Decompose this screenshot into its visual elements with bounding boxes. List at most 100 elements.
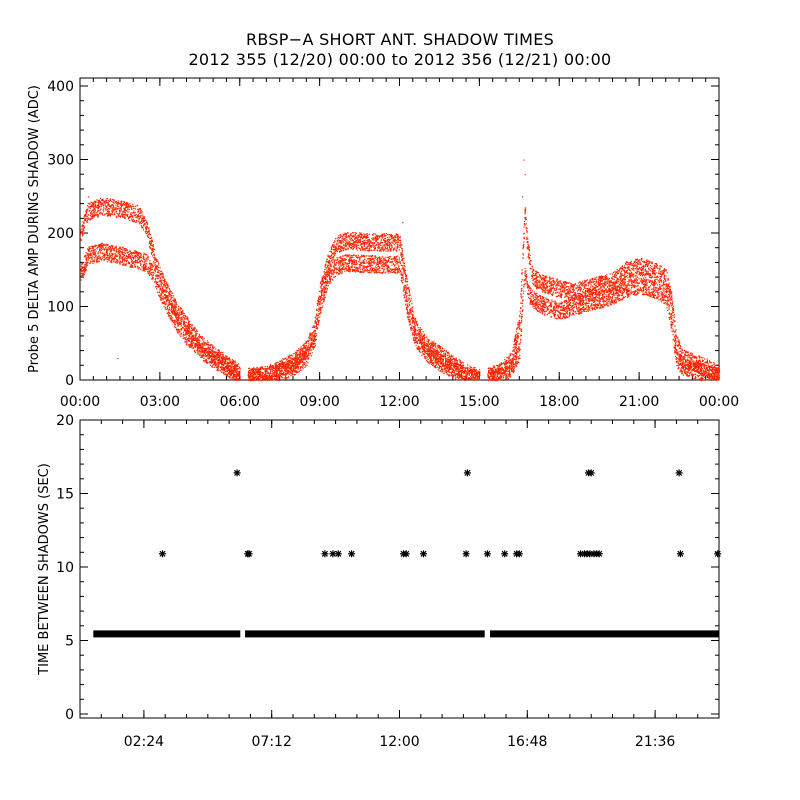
top-data-point	[196, 341, 198, 343]
top-data-point	[343, 241, 345, 243]
top-data-point	[83, 227, 85, 229]
top-data-point	[474, 367, 476, 369]
top-data-point	[209, 351, 211, 353]
top-data-point	[143, 217, 145, 219]
top-data-point	[100, 203, 102, 206]
top-data-point	[123, 208, 125, 210]
top-data-point	[377, 242, 379, 244]
top-data-point	[222, 360, 224, 362]
top-data-point	[186, 341, 188, 343]
top-data-point	[152, 264, 154, 266]
top-data-point	[477, 375, 479, 377]
top-data-point	[125, 263, 127, 266]
top-data-point	[311, 333, 313, 335]
top-y-axis-title: Probe 5 DELTA AMP DURING SHADOW (ADC)	[27, 85, 42, 373]
top-data-point	[122, 202, 125, 205]
top-data-point	[166, 307, 168, 309]
top-data-point	[185, 332, 187, 334]
top-data-point	[112, 207, 114, 209]
top-data-point	[390, 248, 392, 250]
top-data-point	[229, 377, 231, 379]
top-data-point	[379, 242, 381, 244]
top-data-point	[359, 239, 361, 241]
top-data-point	[111, 258, 113, 260]
top-data-point	[151, 276, 154, 278]
top-data-point	[389, 248, 391, 251]
top-data-point	[161, 283, 163, 285]
top-data-point	[170, 310, 172, 312]
top-data-point	[178, 312, 181, 314]
top-data-point	[123, 204, 125, 206]
top-data-point	[106, 215, 108, 217]
top-data-point	[404, 266, 406, 268]
top-data-point	[399, 237, 401, 239]
top-data-point	[100, 259, 103, 261]
top-data-point	[221, 351, 223, 353]
top-data-point	[185, 343, 188, 345]
top-data-point	[89, 254, 91, 256]
top-data-point	[348, 235, 350, 237]
top-data-point	[352, 245, 354, 247]
top-data-point	[178, 319, 180, 321]
top-data-point	[90, 206, 92, 208]
top-data-point	[133, 210, 135, 212]
top-data-point	[190, 332, 192, 334]
top-data-point	[135, 219, 138, 222]
top-data-point	[132, 212, 134, 214]
top-data-point	[163, 281, 165, 283]
top-data-point	[226, 364, 228, 366]
top-data-point	[155, 266, 157, 268]
top-data-point	[194, 351, 196, 353]
top-data-point	[155, 268, 157, 270]
top-data-point	[359, 232, 361, 234]
top-data-point	[238, 374, 240, 376]
top-data-point	[156, 285, 158, 287]
top-data-point	[213, 355, 215, 357]
top-data-point	[179, 319, 181, 321]
top-data-point	[106, 248, 108, 250]
top-data-point	[437, 344, 439, 346]
top-data-point	[347, 240, 349, 242]
top-data-point	[328, 267, 330, 269]
top-data-point	[397, 238, 399, 240]
top-data-point	[217, 362, 220, 364]
top-data-point	[135, 216, 137, 218]
top-data-point	[93, 260, 95, 262]
top-data-point	[124, 212, 126, 214]
top-data-point	[179, 334, 181, 336]
top-data-point	[196, 337, 198, 340]
top-ytick-label: 400	[47, 79, 74, 95]
top-data-point	[376, 235, 379, 237]
top-data-point	[336, 248, 338, 250]
top-data-point	[233, 366, 235, 368]
top-data-point	[311, 326, 313, 328]
top-data-point	[138, 262, 140, 264]
top-data-point	[409, 293, 411, 295]
top-data-point	[382, 247, 384, 249]
top-data-point	[295, 356, 297, 358]
top-data-point	[219, 369, 221, 371]
top-data-point	[128, 211, 130, 213]
top-data-point	[163, 285, 165, 287]
top-data-point	[261, 366, 263, 368]
top-data-point	[200, 337, 203, 339]
top-data-point	[175, 315, 177, 317]
top-data-point	[179, 322, 181, 324]
top-data-point	[202, 348, 204, 350]
top-data-point	[233, 369, 235, 371]
top-data-point	[238, 375, 240, 377]
top-data-point	[304, 342, 306, 344]
top-data-point	[447, 351, 449, 353]
top-data-point	[277, 361, 279, 363]
top-ytick-label: 0	[65, 373, 74, 389]
top-data-point	[104, 204, 106, 206]
top-data-point	[107, 214, 109, 216]
top-data-point	[456, 361, 458, 363]
top-data-point	[255, 368, 257, 370]
top-data-point	[89, 253, 92, 255]
top-data-point	[163, 280, 165, 282]
top-data-point	[86, 211, 88, 213]
top-data-point	[320, 281, 322, 283]
top-data-point	[231, 379, 233, 381]
top-data-point	[113, 199, 115, 202]
